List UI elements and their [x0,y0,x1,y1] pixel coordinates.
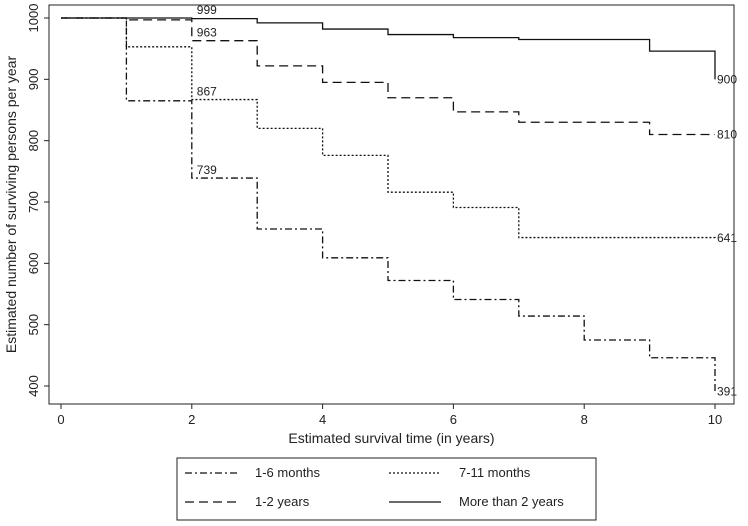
legend-label-1: 7-11 months [459,465,531,480]
y-axis-title: Estimated number of surviving persons pe… [3,56,19,354]
y-tick-label-700: 700 [26,191,41,213]
series-line-0 [61,17,716,392]
y-tick-label-500: 500 [26,314,41,336]
series-line-3 [61,17,716,80]
x-tick-label-6: 6 [450,412,457,427]
y-tick-label-900: 900 [26,68,41,90]
legend-label-2: 1-2 years [255,494,310,509]
y-tick-label-800: 800 [26,130,41,152]
x-tick-label-10: 10 [708,412,722,427]
x-tick-label-4: 4 [319,412,326,427]
x-tick-label-0: 0 [57,412,64,427]
x-axis-title: Estimated survival time (in years) [288,430,494,446]
annotation-641: 641 [717,231,737,245]
annotation-739: 739 [197,163,217,177]
annotation-900: 900 [717,72,737,86]
legend-box [176,457,597,521]
annotation-810: 810 [717,128,737,142]
x-tick-label-2: 2 [188,412,195,427]
y-tick-label-600: 600 [26,252,41,274]
series-line-2 [61,17,715,136]
y-tick-label-1000: 1000 [26,4,41,33]
plot-frame [48,4,735,405]
legend-label-3: More than 2 years [459,494,564,509]
annotation-999: 999 [197,3,217,17]
annotation-867: 867 [197,85,217,99]
y-tick-label-400: 400 [26,375,41,397]
series-line-1 [61,17,716,239]
annotation-963: 963 [197,26,217,40]
annotation-391: 391 [717,385,737,399]
x-tick-label-8: 8 [581,412,588,427]
legend-label-0: 1-6 months [255,465,321,480]
